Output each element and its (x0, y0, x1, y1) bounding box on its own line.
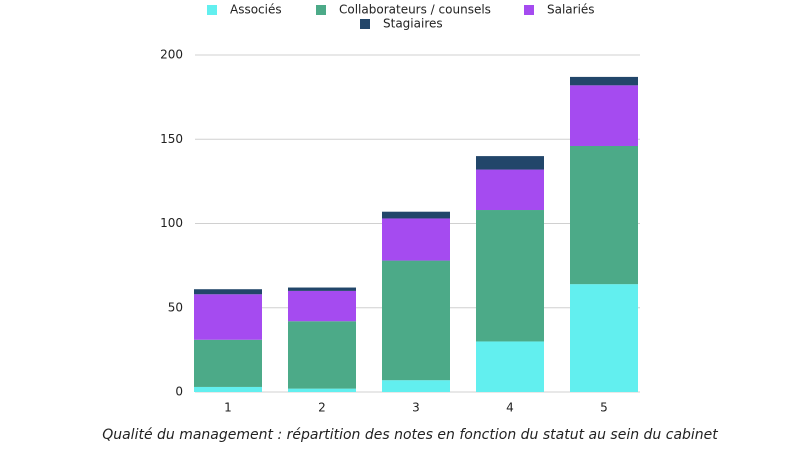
legend-swatch (207, 5, 217, 15)
y-tick-label: 0 (175, 385, 183, 399)
y-tick-label: 150 (160, 132, 183, 146)
bar-segment (570, 284, 638, 392)
legend-swatch (316, 5, 326, 15)
bar-segment (570, 85, 638, 146)
y-tick-label: 100 (160, 216, 183, 230)
bar-segment (570, 145, 638, 285)
y-tick-label: 50 (168, 300, 183, 314)
legend-swatch (524, 5, 534, 15)
legend-label: Salariés (547, 3, 595, 17)
bar-segment (570, 76, 638, 86)
bar-segment (194, 289, 262, 295)
bar-segment (476, 156, 544, 170)
bar-segment (194, 339, 262, 387)
legend-label: Associés (230, 3, 282, 17)
x-tick-label: 2 (318, 401, 326, 415)
bar-segment (382, 211, 450, 219)
bar-segment (288, 321, 356, 389)
chart-title: Qualité du management : répartition des … (102, 427, 718, 443)
bar-segment (476, 210, 544, 342)
bar-segment (288, 287, 356, 291)
bar-segment (288, 388, 356, 392)
bar-segment (288, 290, 356, 322)
x-tick-label: 1 (224, 401, 232, 415)
bar-segment (476, 169, 544, 211)
bar-segment (382, 218, 450, 261)
x-tick-label: 3 (412, 401, 420, 415)
bar-segment (382, 260, 450, 381)
x-tick-label: 4 (506, 401, 514, 415)
bar-segment (194, 386, 262, 392)
legend-swatch (360, 19, 370, 29)
legend-label: Stagiaires (383, 17, 443, 31)
y-tick-label: 200 (160, 48, 183, 62)
bar-segment (476, 341, 544, 392)
bar-segment (194, 294, 262, 340)
x-tick-label: 5 (600, 401, 608, 415)
bar-segment (382, 380, 450, 392)
legend-label: Collaborateurs / counsels (339, 3, 491, 17)
